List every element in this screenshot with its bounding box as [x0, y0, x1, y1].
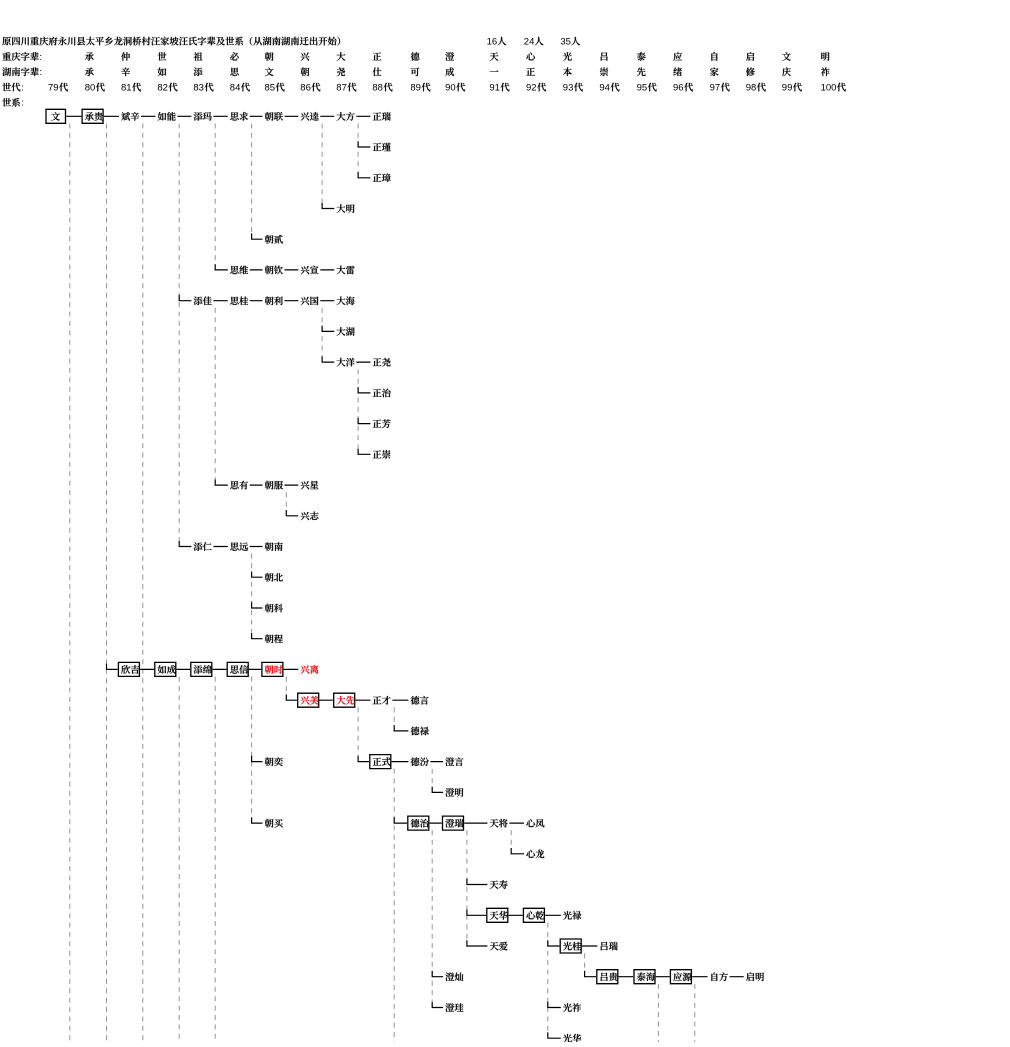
svg-text:81: 81 [121, 82, 132, 93]
svg-text:35: 35 [560, 36, 571, 47]
svg-text:24: 24 [524, 36, 535, 47]
svg-text:85: 85 [265, 82, 276, 93]
svg-text:79: 79 [48, 82, 59, 93]
svg-text:94: 94 [599, 82, 610, 93]
svg-text:97: 97 [710, 82, 721, 93]
svg-text::: : [21, 82, 24, 93]
svg-text:87: 87 [336, 82, 347, 93]
svg-text:90: 90 [445, 82, 456, 93]
svg-text:16: 16 [487, 36, 498, 47]
svg-text:82: 82 [157, 82, 168, 93]
svg-text:100: 100 [821, 82, 837, 93]
svg-text:84: 84 [230, 82, 241, 93]
svg-text:96: 96 [673, 82, 684, 93]
svg-text:91: 91 [489, 82, 500, 93]
svg-text:99: 99 [782, 82, 793, 93]
svg-text:86: 86 [300, 82, 311, 93]
svg-text:88: 88 [372, 82, 383, 93]
svg-text:83: 83 [193, 82, 204, 93]
svg-text:80: 80 [85, 82, 96, 93]
svg-text::: : [39, 52, 42, 63]
svg-text:92: 92 [526, 82, 537, 93]
svg-text:95: 95 [637, 82, 648, 93]
svg-text:98: 98 [746, 82, 757, 93]
svg-text::: : [21, 98, 24, 109]
svg-text:93: 93 [563, 82, 574, 93]
svg-text:89: 89 [410, 82, 421, 93]
svg-text::: : [39, 67, 42, 78]
